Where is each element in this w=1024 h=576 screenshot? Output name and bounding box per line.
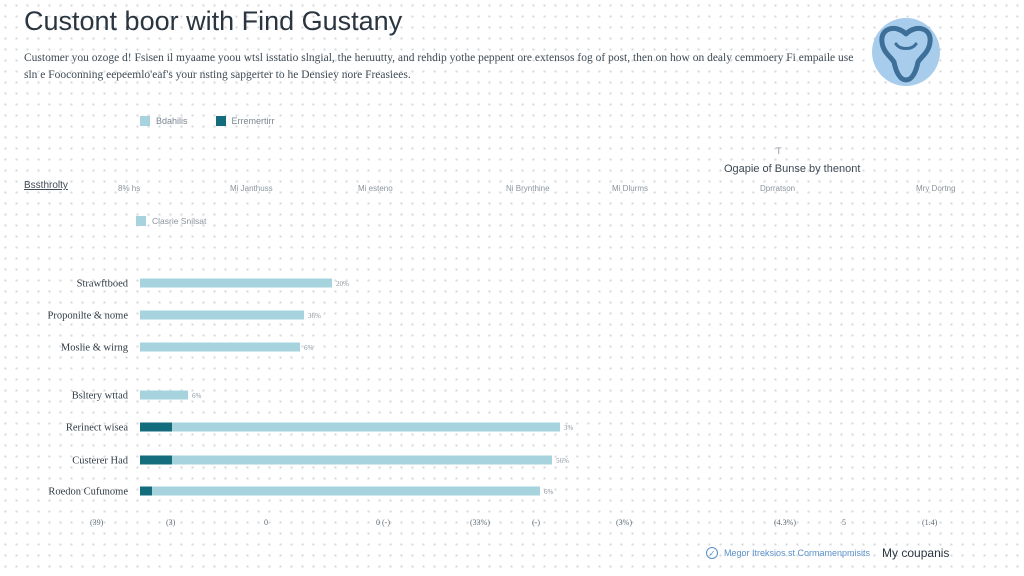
tick-label: (1.4) (922, 518, 938, 527)
legend-swatch (215, 116, 226, 126)
bar-segment (140, 278, 332, 288)
legend-item: Erremertirr (215, 116, 275, 126)
legend-swatch (140, 116, 150, 126)
data-label: 6% (192, 392, 202, 400)
filter-link[interactable]: Bssthrolty (24, 180, 68, 191)
category-label: Moslie & wirng (61, 343, 129, 354)
column-header: Dprratson (760, 184, 796, 193)
tick-label: (3%) (616, 518, 632, 527)
tick-label: (3) (166, 518, 176, 527)
bar-segment (140, 342, 300, 352)
legend-label: Erremertirr (231, 116, 275, 126)
column-header: Mi Dlurms (612, 184, 648, 193)
legend-swatch (136, 216, 146, 226)
column-header: Ni Brynthine (506, 184, 550, 193)
category-label: Proponilte & nome (48, 311, 129, 322)
sub-legend-label: Clasrie Snilsat (152, 216, 207, 226)
tick-label: (39) (90, 518, 104, 527)
category-label: Strawftboed (77, 279, 129, 290)
bar-segment (140, 486, 152, 496)
bar-segment (140, 390, 188, 400)
data-label: 6% (544, 488, 554, 496)
bar-segment (172, 422, 560, 432)
tick-label: 5 (842, 518, 846, 527)
tooth-crown-icon (872, 18, 940, 86)
column-header: Mry Dortng (916, 184, 956, 193)
page-subtitle: Customer you ozoge d! Fsisen il myaame y… (24, 52, 854, 81)
category-label: Bsltery wttad (72, 391, 129, 402)
data-label: 6% (304, 344, 314, 352)
page-title: Custont boor with Find Gustany (24, 6, 403, 36)
data-label: 3% (564, 424, 574, 432)
data-label: 20% (336, 280, 349, 288)
column-header: Mi esteno (358, 184, 393, 193)
bar-segment (172, 455, 552, 465)
tick-label: (-) (532, 518, 540, 527)
footer: ✓ Megor Itreksios st Cormamenpmisits My … (706, 546, 949, 560)
bar-segment (140, 310, 304, 320)
footer-company-label: My coupanis (882, 546, 950, 560)
logo (866, 10, 946, 90)
category-label: Roedon Cufunome (48, 487, 128, 498)
tick-label: 0 (-) (376, 518, 390, 527)
bar-segment (152, 486, 540, 496)
column-header: 8% hs (118, 184, 141, 193)
bar-segment (140, 422, 172, 432)
footer-link[interactable]: Megor Itreksios st Cormamenpmisits (724, 548, 871, 558)
legend-item: Bdahilis (140, 116, 188, 126)
data-label: 56% (556, 457, 569, 465)
caret-icon: T (776, 146, 782, 156)
category-label: Rerinect wisea (66, 423, 128, 434)
check-circle-icon: ✓ (706, 547, 718, 559)
chart-legend: Bdahilis Erremertirr (140, 116, 275, 126)
column-header: Mi Janthuss (230, 184, 273, 193)
bar-segment (140, 455, 172, 465)
tick-label: (33%) (470, 518, 490, 527)
tick-label: 0 (264, 518, 268, 527)
category-label: Custerer Had (72, 456, 128, 467)
sub-legend: Clasrie Snilsat (136, 216, 206, 226)
bar-chart: Strawftboed 20% Proponilte & nome 36% Moslie… (48, 278, 574, 498)
tick-label: (4.3%) (774, 518, 796, 527)
side-panel-title: Ogapie of Bunse by thenont (724, 163, 861, 175)
data-label: 36% (308, 312, 321, 320)
legend-label: Bdahilis (156, 116, 188, 126)
